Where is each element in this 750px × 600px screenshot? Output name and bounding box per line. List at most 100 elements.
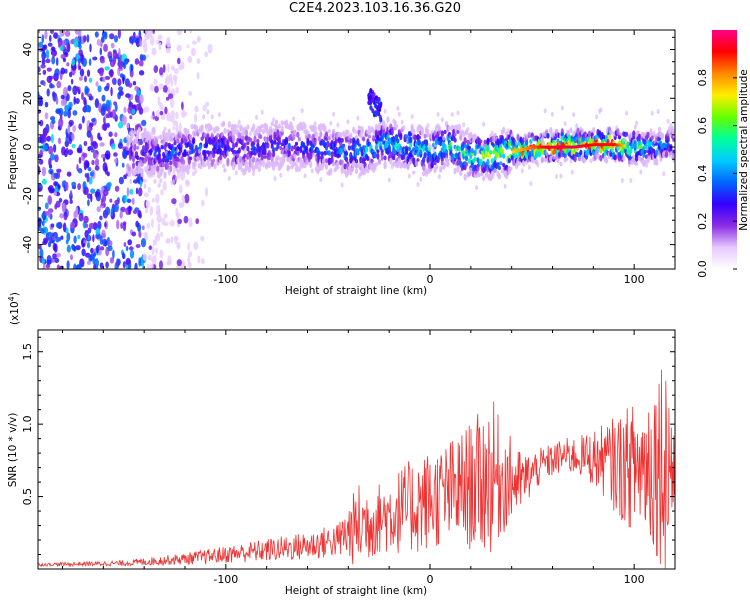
noise-speck [132,179,139,184]
ridge-cell [433,161,437,166]
noise-speck [41,220,45,227]
ridge-cell [226,157,230,165]
colorbar-tick-label: 0.4 [696,165,709,183]
ridge-cell [223,127,227,135]
noise-speck [194,105,199,113]
noise-speck [44,30,48,40]
ridge-cell [344,156,349,163]
noise-speck [191,40,198,45]
ridge-cell [360,149,364,157]
noise-speck [48,145,54,155]
ridge-cell [314,131,319,138]
ridge-cell [525,139,529,146]
ridge-cell [349,132,353,139]
noise-speck [46,88,50,97]
noise-speck [152,30,155,34]
halo-speck [542,141,546,147]
noise-speck [177,57,181,65]
ridge-cell [152,127,156,135]
noise-speck [117,78,122,86]
noise-speck [143,106,147,113]
ridge-cell [352,163,356,168]
noise-speck [75,245,81,251]
ridge-cell [499,153,503,158]
noise-speck [66,232,71,242]
ridge-cell [357,143,361,147]
noise-speck [187,255,191,264]
noise-speck [159,110,164,116]
spectrogram-axes: -100 0 100 -40 -20 0 20 40 [21,30,676,286]
noise-speck [127,263,131,269]
ridge-cell [250,150,254,156]
ridge-cell [486,158,490,166]
ridge-cell [470,148,474,154]
ridge-cell [157,147,161,154]
noise-speck [92,234,95,243]
noise-speck [103,43,108,52]
ridge-cell [149,148,153,156]
ridge-cell [153,151,157,158]
noise-speck [75,98,80,104]
noise-speck [96,39,102,46]
noise-speck [56,264,60,269]
noise-speck [131,231,137,237]
ridge-core [621,144,625,148]
ridge-cell [650,135,654,140]
noise-speck [176,241,181,250]
noise-speck [107,245,113,252]
ridge-cell [404,149,409,156]
noise-speck [108,240,113,248]
ridge-cell [127,166,131,172]
ridge-cell [266,142,270,149]
ridge-cell [490,158,494,164]
noise-speck [86,241,91,249]
ridge-cell [253,135,257,143]
noise-speck [154,85,159,93]
halo-speck [462,122,466,128]
ridge-core [609,143,612,147]
ridge-cell [189,134,193,140]
noise-speck [156,109,160,118]
noise-speck [64,30,71,37]
noise-speck [108,131,113,137]
feature-cell [376,110,380,116]
ridge-cell [217,143,221,151]
ridge-cell [287,142,291,150]
noise-speck [38,41,43,48]
noise-speck [38,165,41,176]
ridge-cell [233,124,237,129]
noise-speck [83,35,87,43]
noise-speck [53,191,58,196]
ridge-cell [507,146,511,150]
noise-speck [104,31,108,40]
noise-speck [122,221,127,226]
noise-speck [127,239,132,246]
ridge-core [540,145,543,149]
noise-speck [102,193,106,203]
noise-speck [87,193,92,199]
halo-speck [292,116,296,122]
noise-speck [73,235,77,244]
ridge-cell [276,161,280,167]
ridge-cell [419,149,423,155]
ridge-cell [182,134,186,140]
noise-speck [123,106,127,113]
noise-speck [138,212,142,219]
x-tick-label: 0 [427,573,434,586]
feature-cell [372,92,376,98]
noise-speck [123,174,127,180]
ridge-cell [126,135,130,141]
ridge-cell [343,163,347,170]
noise-speck [92,56,98,61]
noise-speck [114,103,118,112]
halo-speck [540,136,544,142]
ridge-cell [360,162,364,168]
noise-speck [55,252,61,258]
noise-speck [41,58,46,65]
noise-speck [187,242,190,252]
ridge-core [589,143,592,147]
noise-speck [202,104,207,112]
ridge-cell [252,156,256,163]
noise-speck [159,249,164,259]
ridge-cell [324,158,329,164]
